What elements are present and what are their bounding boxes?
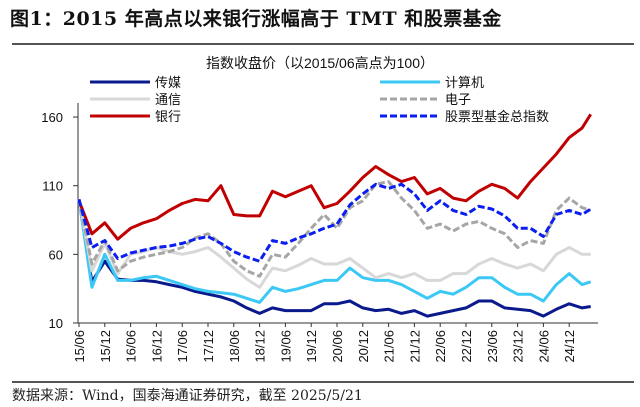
y-tick-label: 60 xyxy=(49,247,63,262)
x-tick-label: 23/06 xyxy=(485,330,500,363)
legend-item: 传媒 xyxy=(90,76,181,91)
source-note: 数据来源：Wind，国泰海通证券研究，截至 2025/5/21 xyxy=(12,388,363,404)
figure-title: 图1：2015 年高点以来银行涨幅高于 TMT 和股票基金 xyxy=(10,8,502,30)
x-tick-label: 20/06 xyxy=(330,330,345,363)
x-tick-label: 16/12 xyxy=(149,330,164,363)
x-tick-label: 15/06 xyxy=(72,330,87,363)
axes: 10 60 110 160 15/06 15/12 16/06 16/12 17/06 17/12… xyxy=(41,103,598,363)
legend-item: 银行 xyxy=(90,110,181,125)
legend-item: 通信 xyxy=(90,93,181,108)
x-tick-label: 17/06 xyxy=(175,330,190,363)
legend-label: 通信 xyxy=(155,93,181,108)
x-tick-label: 24/06 xyxy=(536,330,551,363)
legend-label: 传媒 xyxy=(155,76,181,91)
x-tick-label: 19/06 xyxy=(278,330,293,363)
x-tick-label: 19/12 xyxy=(304,330,319,363)
x-tick-label: 22/06 xyxy=(433,330,448,363)
legend-item: 电子 xyxy=(380,93,471,108)
x-tick-label: 22/12 xyxy=(459,330,474,363)
title-divider xyxy=(12,43,634,45)
y-tick-label: 10 xyxy=(49,316,63,331)
series-lines xyxy=(77,113,592,318)
series-line-1 xyxy=(77,199,592,304)
x-tick-label: 23/12 xyxy=(511,330,526,363)
x-tick-label: 15/12 xyxy=(98,330,113,363)
x-tick-label: 21/06 xyxy=(382,330,397,363)
series-line-4 xyxy=(77,113,592,241)
y-tick-label: 110 xyxy=(42,179,63,194)
series-line-0 xyxy=(77,199,591,318)
series-line-3 xyxy=(77,180,592,278)
y-tick-label: 160 xyxy=(41,110,63,125)
source-divider xyxy=(12,381,634,383)
chart-subtitle: 指数收盘价（以2015/06高点为100） xyxy=(206,55,434,71)
legend-label: 电子 xyxy=(445,93,471,108)
x-tick-label: 17/12 xyxy=(201,330,216,363)
x-tick-label: 20/12 xyxy=(356,330,371,363)
x-tick-label: 24/12 xyxy=(562,330,577,363)
x-tick-label: 18/06 xyxy=(227,330,242,363)
legend-item: 计算机 xyxy=(380,76,484,91)
series-line-5 xyxy=(77,182,592,263)
x-tick-label: 21/12 xyxy=(407,330,422,363)
x-tick-label: 18/12 xyxy=(253,330,268,363)
legend-label: 计算机 xyxy=(445,76,484,91)
legend-item: 股票型基金总指数 xyxy=(380,109,549,125)
series-line-2 xyxy=(77,199,591,289)
legend-label: 银行 xyxy=(155,110,181,125)
legend-label: 股票型基金总指数 xyxy=(445,109,549,125)
x-tick-label: 16/06 xyxy=(124,330,139,363)
